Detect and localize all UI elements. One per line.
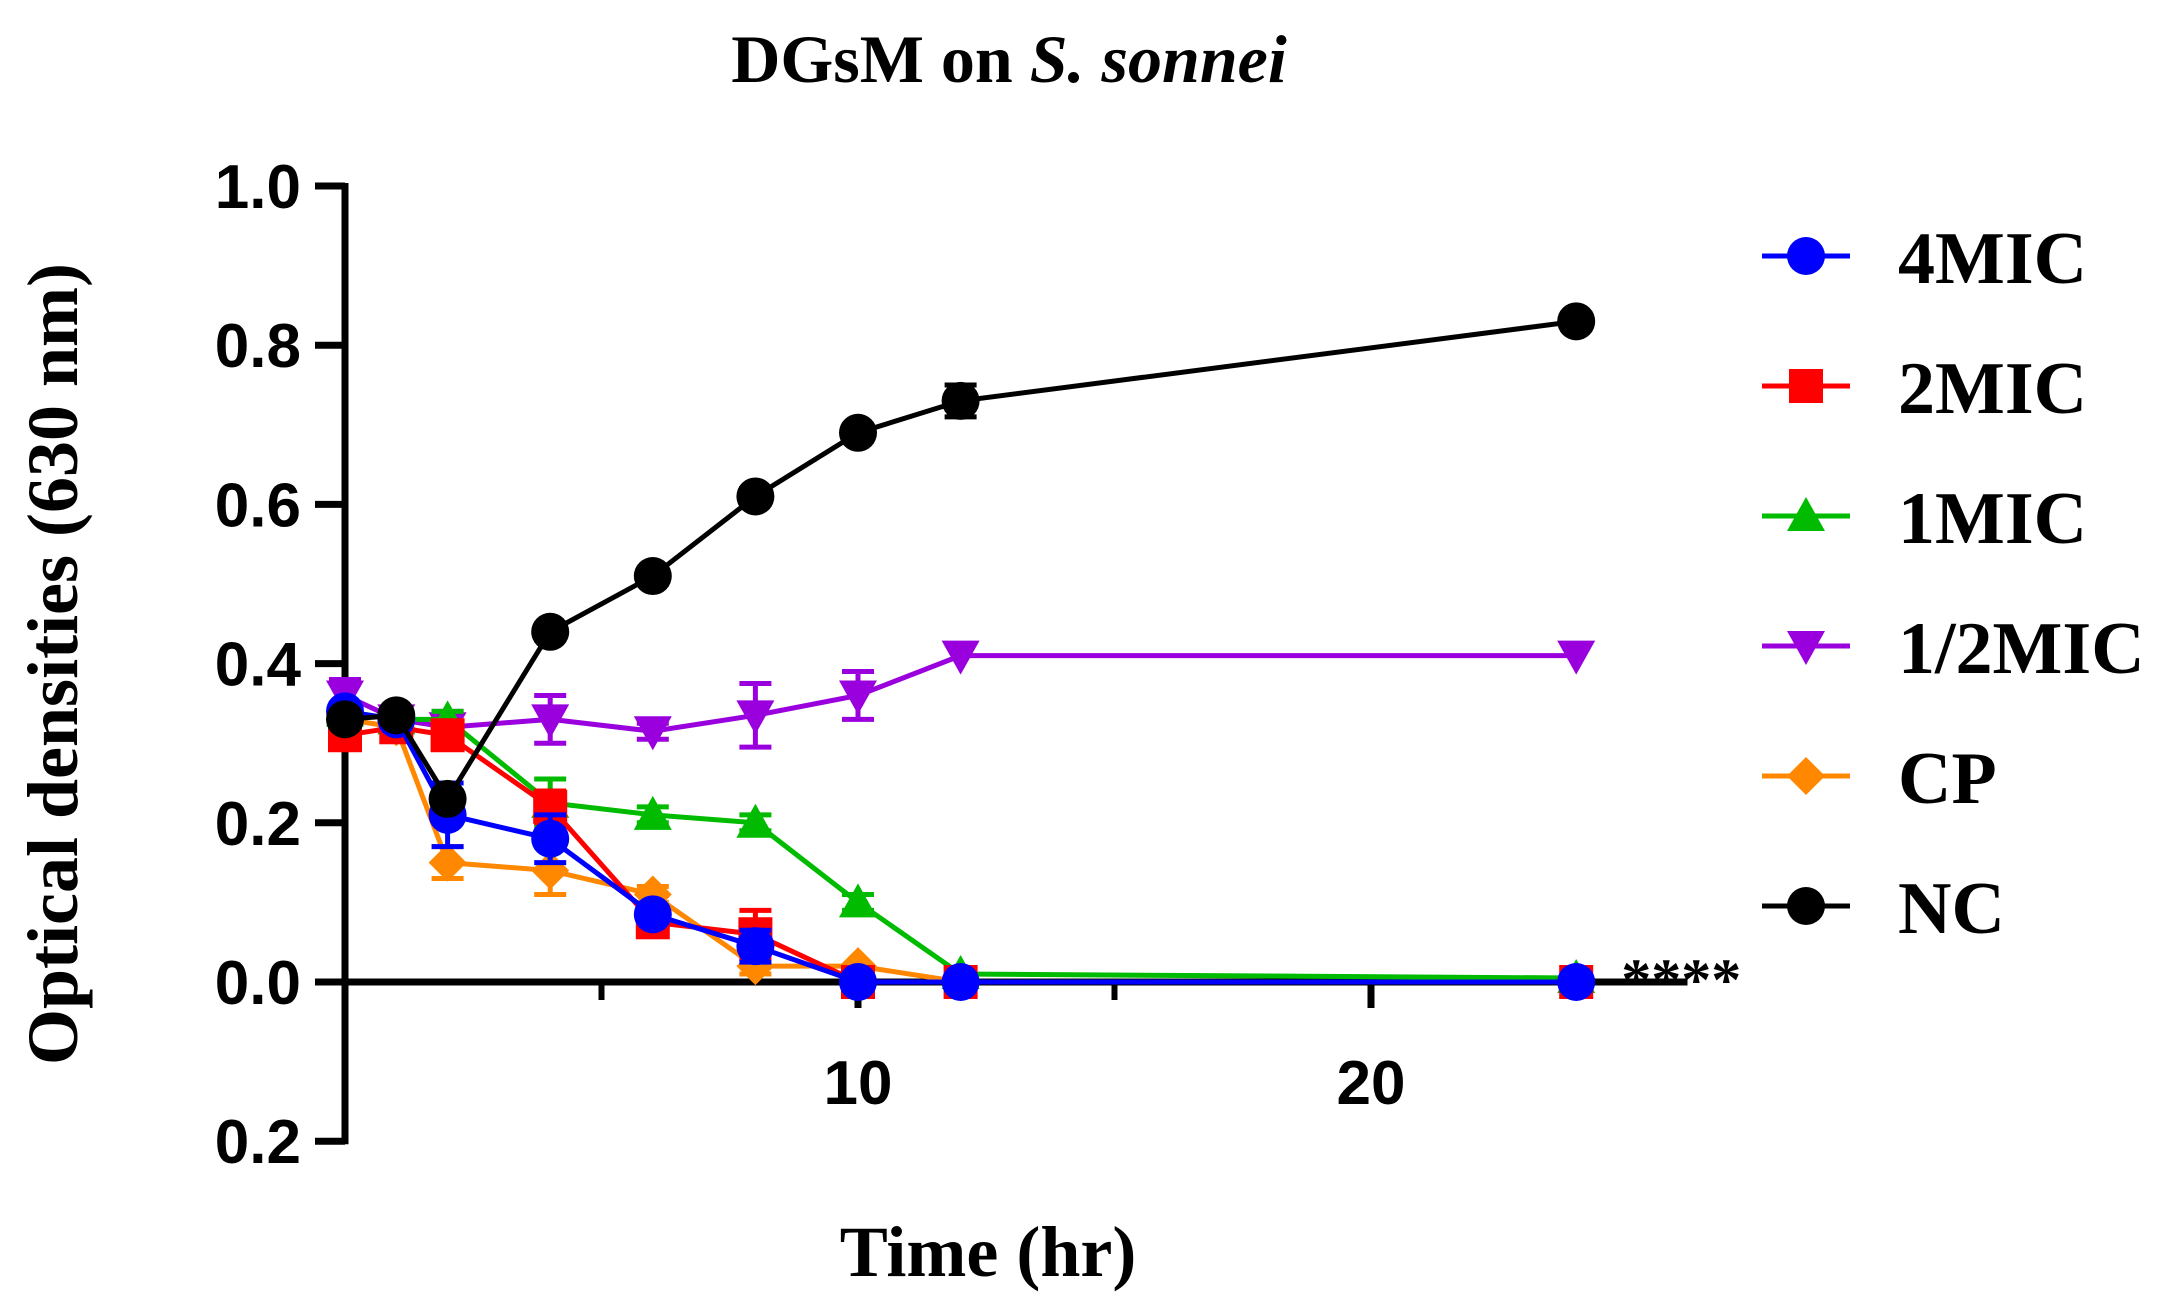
data-point — [531, 819, 570, 858]
data-point — [736, 700, 775, 735]
data-point — [736, 477, 775, 516]
legend-label: 2MIC — [1898, 348, 2087, 430]
series-nc — [326, 302, 1596, 818]
y-tick-label: 0.4 — [215, 631, 302, 700]
data-point — [941, 381, 980, 420]
data-point — [531, 704, 570, 739]
series-1-2mic — [326, 640, 1596, 751]
data-point — [633, 557, 672, 596]
data-point — [839, 680, 877, 715]
data-point — [326, 700, 364, 739]
legend-item-cp: CP — [1762, 738, 1997, 820]
legend-label: 1MIC — [1898, 478, 2087, 560]
y-axis-title: Optical densities (630 nm) — [13, 263, 93, 1065]
legend-marker — [1789, 369, 1823, 403]
data-point — [633, 795, 672, 830]
chart-title-main: DGsM on — [731, 21, 1029, 97]
data-point — [941, 963, 980, 1001]
legend-marker — [1787, 887, 1825, 925]
y-tick-label: 0.2 — [215, 790, 301, 859]
y-tick-label: 0.0 — [215, 949, 301, 1018]
series-line — [344, 724, 1577, 985]
legend-item-nc: NC — [1762, 868, 2005, 950]
legend-marker — [1787, 237, 1825, 275]
series-line — [344, 716, 1577, 985]
data-point — [377, 696, 416, 735]
data-point — [1557, 963, 1596, 1001]
data-point — [736, 927, 775, 966]
data-point — [428, 843, 467, 882]
legend-label: CP — [1898, 738, 1997, 820]
series-line — [344, 708, 1577, 981]
data-point — [839, 883, 877, 918]
legend-item-1-2mic: 1/2MIC — [1762, 608, 2145, 690]
significance-annotation: **** — [1621, 947, 1741, 1013]
chart-title: DGsM on S. sonnei — [731, 21, 1287, 97]
y-tick-label: 0.8 — [215, 312, 301, 381]
series-4mic — [326, 692, 1596, 1001]
data-point — [736, 803, 775, 838]
legend-marker — [1787, 757, 1825, 795]
data-point — [1557, 640, 1596, 675]
legend-marker — [1787, 497, 1825, 531]
legend-label: NC — [1898, 868, 2005, 950]
legend-label: 1/2MIC — [1898, 608, 2145, 690]
series-layer — [326, 302, 1596, 1001]
chart-title-organism: S. sonnei — [1030, 21, 1287, 97]
legend-label: 4MIC — [1898, 218, 2087, 300]
x-tick-label: 10 — [824, 1049, 893, 1118]
data-point — [428, 779, 467, 818]
y-tick-label: 0.6 — [215, 471, 301, 540]
data-point — [941, 640, 980, 675]
legend-item-4mic: 4MIC — [1762, 218, 2087, 300]
y-tick-label: 0.2 — [215, 1108, 301, 1177]
y-tick-label: 1.0 — [215, 153, 301, 222]
data-point — [1557, 302, 1596, 341]
x-axis-title: Time (hr) — [840, 1212, 1137, 1292]
series-1mic — [326, 692, 1596, 994]
data-point — [531, 612, 570, 651]
x-tick-label: 20 — [1337, 1049, 1406, 1118]
axes: 1.0 0.8 0.6 0.4 0.2 0.0 0.2 10 20 — [215, 153, 1688, 1177]
legend-item-1mic: 1MIC — [1762, 478, 2087, 560]
data-point — [430, 718, 465, 753]
legend: 4MIC 2MIC 1MIC 1/2MIC CP NC — [1762, 218, 2145, 950]
data-point — [633, 895, 672, 934]
legend-item-2mic: 2MIC — [1762, 348, 2087, 430]
legend-marker — [1787, 631, 1825, 665]
data-point — [633, 716, 672, 751]
data-point — [839, 963, 877, 1001]
data-point — [839, 413, 877, 452]
series-line — [344, 708, 1577, 985]
